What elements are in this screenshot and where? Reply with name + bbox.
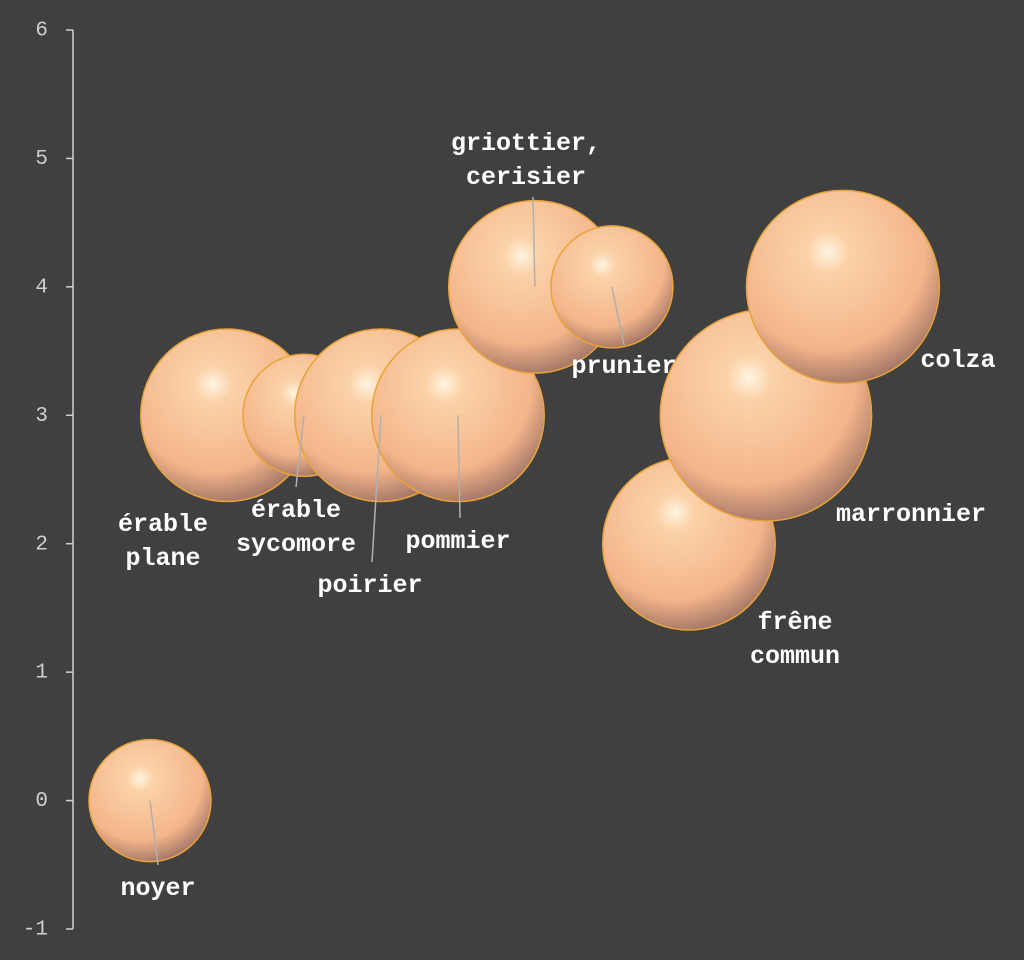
label-line: commun [750,642,840,671]
y-tick-label: 1 [35,662,48,685]
label-line: érable [118,510,208,539]
bubble-label: colza [920,346,995,375]
y-tick-label: 4 [35,276,48,299]
label-line: frêne [757,608,832,637]
leader-line [457,415,461,519]
bubble-label: prunier [571,352,676,381]
leader-line [149,800,159,866]
y-tick-label: 6 [35,20,48,43]
bubble-label: griottier, cerisier [451,129,601,192]
label-line: griottier, [451,129,601,158]
label-line: poirier [317,571,422,600]
y-tick-label: 3 [35,405,48,428]
bubble-label: érable plane [118,510,208,573]
y-tick-label: 5 [35,148,48,171]
bubble-label: noyer [120,874,195,903]
leader-line [371,415,382,563]
label-line: prunier [571,352,676,381]
label-line: érable [251,496,341,525]
bubble-label: poirier [317,571,422,600]
label-line: marronnier [836,500,986,529]
bubble-label: pommier [405,527,510,556]
label-line: sycomore [236,530,356,559]
bubble [745,189,941,385]
y-tick-label: -1 [23,919,48,942]
leader-line [611,286,625,346]
leader-line [295,415,305,488]
label-line: plane [125,544,200,573]
y-tick-label: 2 [35,533,48,556]
label-line: colza [920,346,995,375]
y-tick-label: 0 [35,790,48,813]
label-line: noyer [120,874,195,903]
leader-line [532,196,536,287]
label-line: pommier [405,527,510,556]
bubble-label: marronnier [836,500,986,529]
bubble-label: frêne commun [750,608,840,671]
label-line: cerisier [466,163,586,192]
bubble-label: érable sycomore [236,496,356,559]
